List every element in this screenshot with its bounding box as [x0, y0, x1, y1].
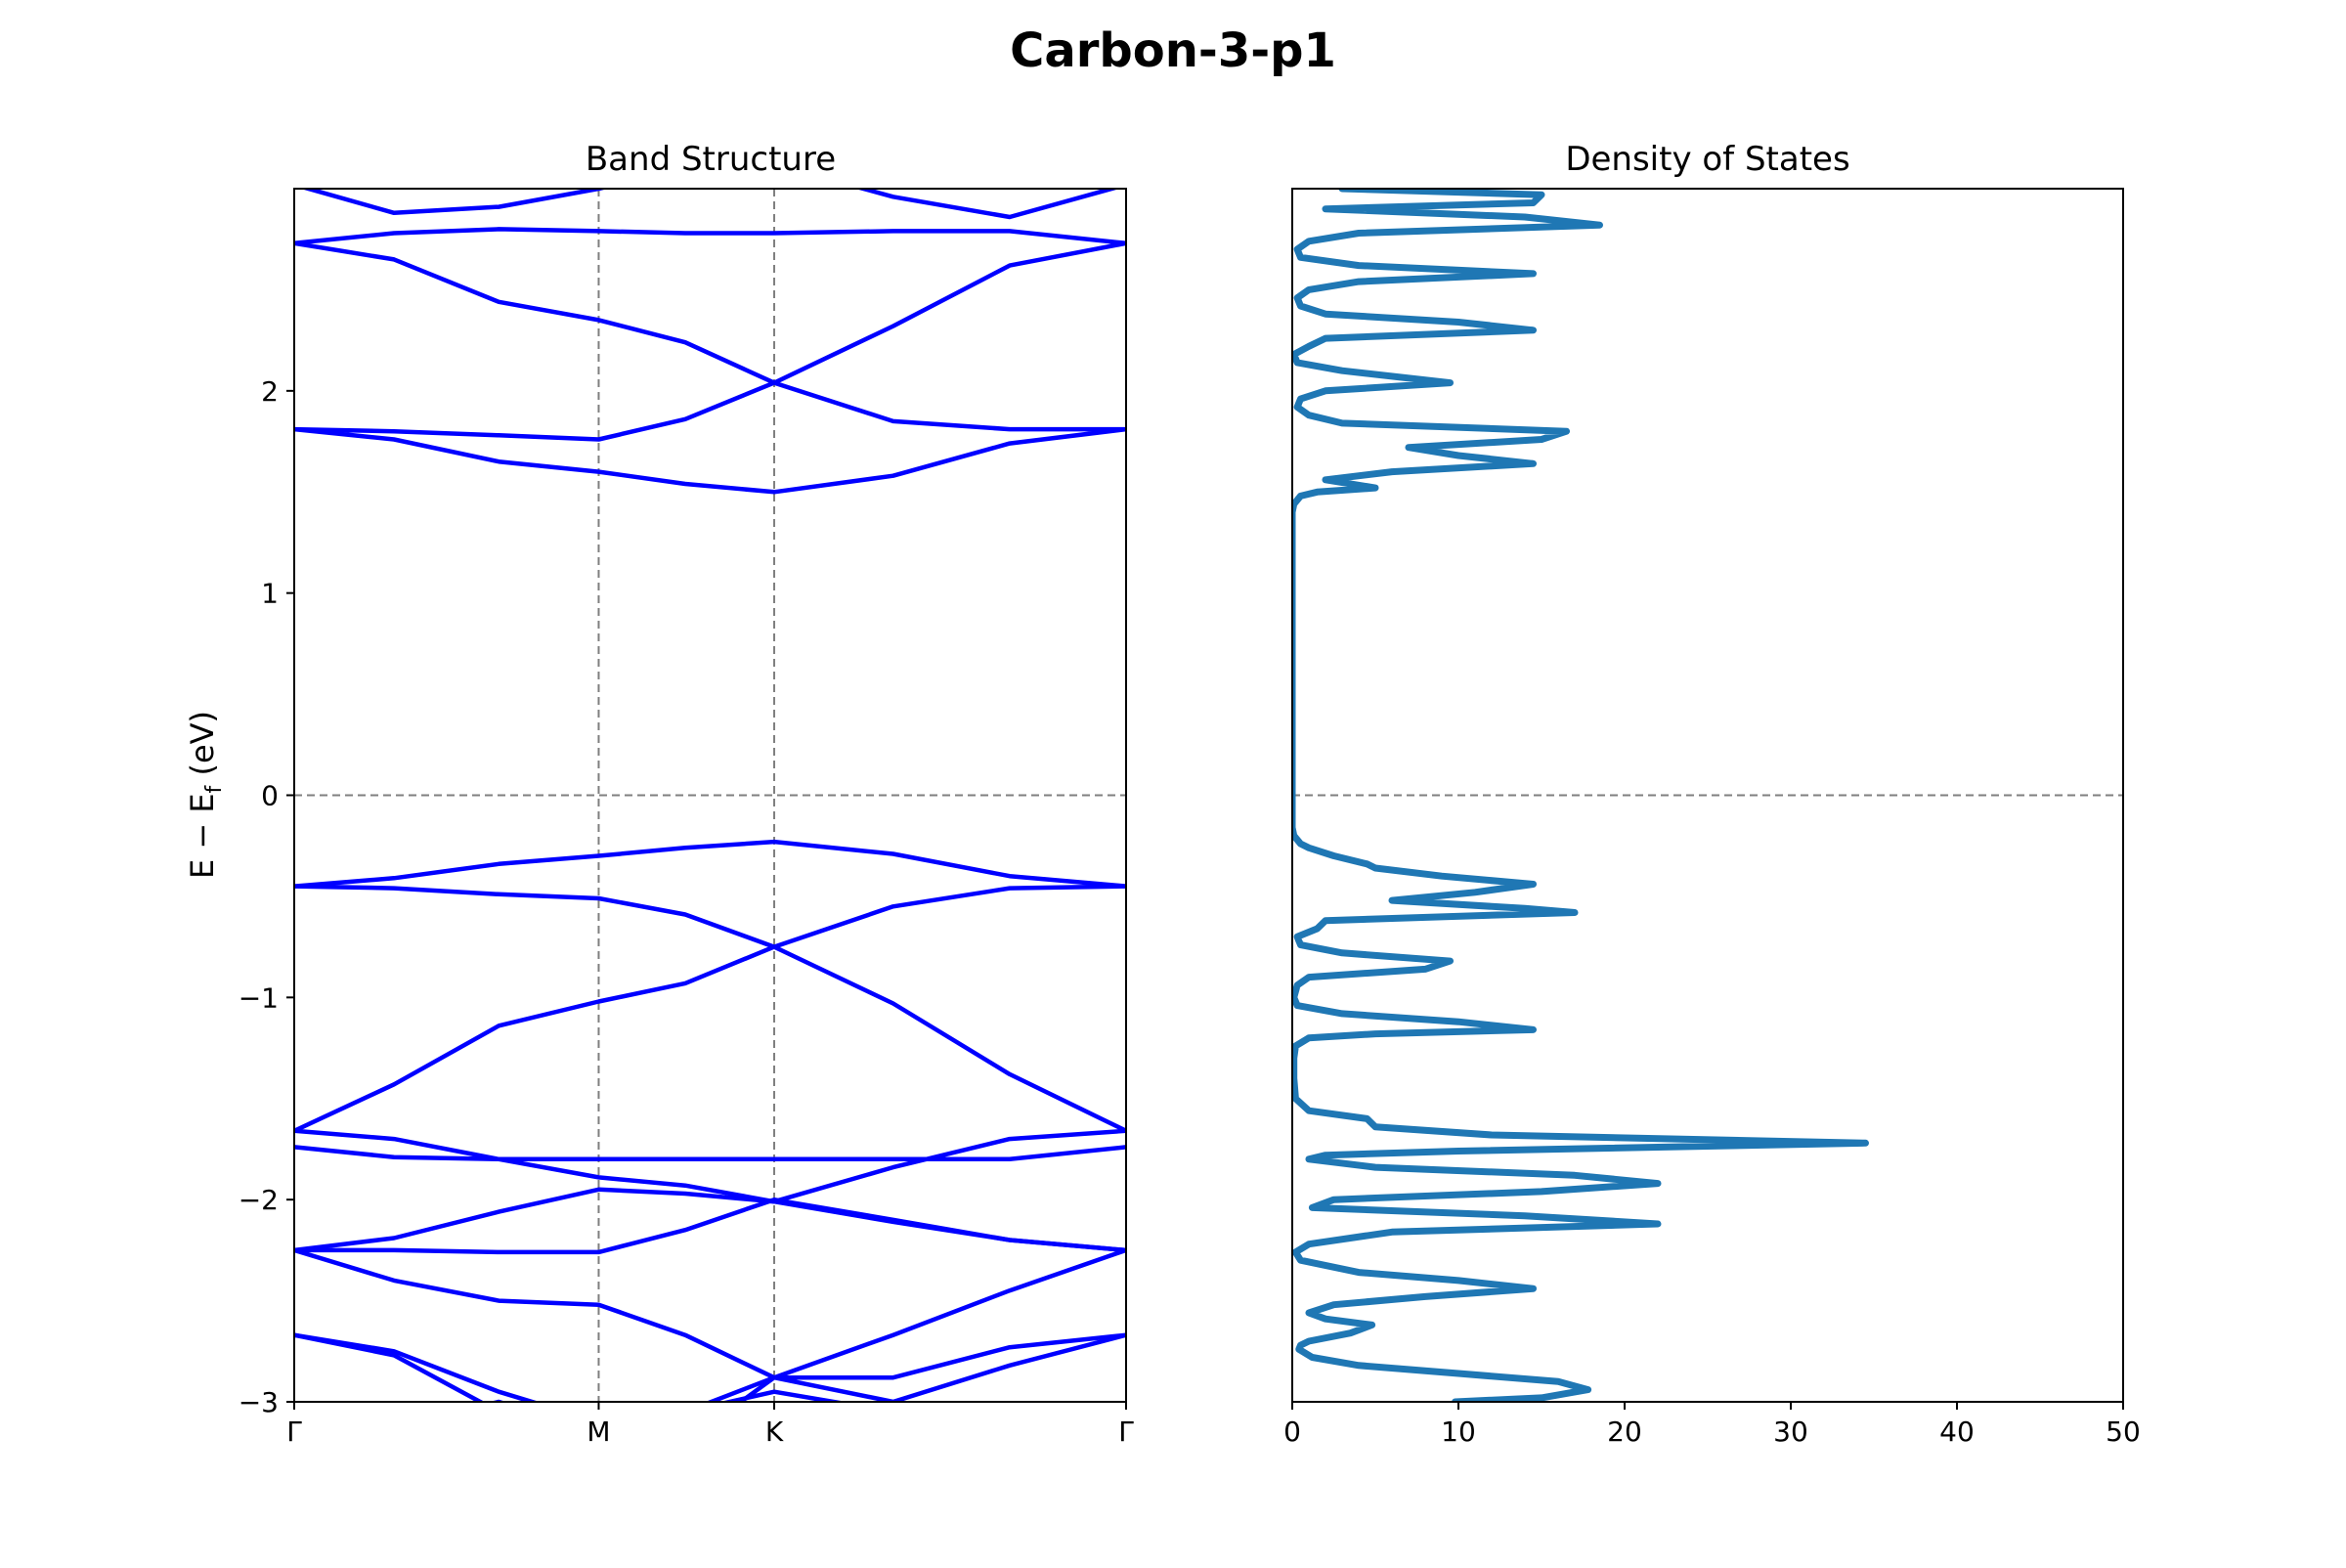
- band-structure-panel: Band Structure −3 −2 −1 0 1 2 Γ M K Γ E − Ef (eV): [184, 140, 1134, 1448]
- band-line-14: [294, 380, 1126, 442]
- dos-xtick-label: 10: [1441, 1416, 1476, 1448]
- band-ytick-label: 2: [261, 375, 279, 408]
- dos-panel: Density of States 0 10 20 30 40 50: [1283, 140, 2141, 1448]
- band-xtick-label: Γ: [1118, 1416, 1134, 1448]
- band-line-5: [294, 1247, 1126, 1380]
- band-ytick-label: −2: [239, 1184, 279, 1216]
- band-ytick-label: 1: [261, 578, 279, 610]
- dos-title: Density of States: [1565, 140, 1849, 179]
- band-xtick-label: K: [765, 1416, 784, 1448]
- band-line-17: [300, 189, 1120, 220]
- band-line-8: [294, 1145, 1126, 1162]
- band-line-13: [294, 426, 1126, 495]
- dos-plot-frame: [1291, 188, 2124, 1403]
- band-line-12: [294, 839, 1126, 889]
- dos-xtick-label: 30: [1773, 1416, 1808, 1448]
- dos-xtick-label: 50: [2106, 1416, 2141, 1448]
- band-line-11: [294, 884, 1126, 949]
- band-xtick-label: M: [586, 1416, 610, 1448]
- band-line-4: [294, 1332, 1126, 1402]
- band-ytick-label: 0: [261, 780, 279, 812]
- band-line-9: [294, 1128, 1126, 1204]
- band-ylabel: E − Ef (eV): [184, 711, 227, 879]
- dos-xtick-label: 0: [1283, 1416, 1301, 1448]
- band-ylabel-unit: (eV): [184, 711, 221, 786]
- band-line-15: [294, 240, 1126, 385]
- band-xtick-label: Γ: [286, 1416, 302, 1448]
- band-line-6: [294, 1197, 1126, 1255]
- band-ylabel-main: E − E: [184, 793, 221, 879]
- band-line-3: [294, 1332, 1126, 1402]
- band-structure-title: Band Structure: [586, 140, 836, 179]
- figure-title: Carbon-3-p1: [1010, 23, 1336, 78]
- band-line-2: [719, 1389, 847, 1402]
- band-line-7: [294, 1187, 1126, 1253]
- band-line-10: [294, 944, 1126, 1133]
- band-ylabel-subscript: f: [202, 784, 227, 793]
- band-line-1: [489, 1399, 507, 1402]
- band-ytick-label: −1: [239, 981, 279, 1014]
- dos-xtick-label: 20: [1607, 1416, 1642, 1448]
- dos-xtick-label: 40: [1939, 1416, 1975, 1448]
- band-ytick-label: −3: [239, 1386, 279, 1418]
- band-line-16: [294, 227, 1126, 246]
- dos-curve: [1292, 189, 1869, 1402]
